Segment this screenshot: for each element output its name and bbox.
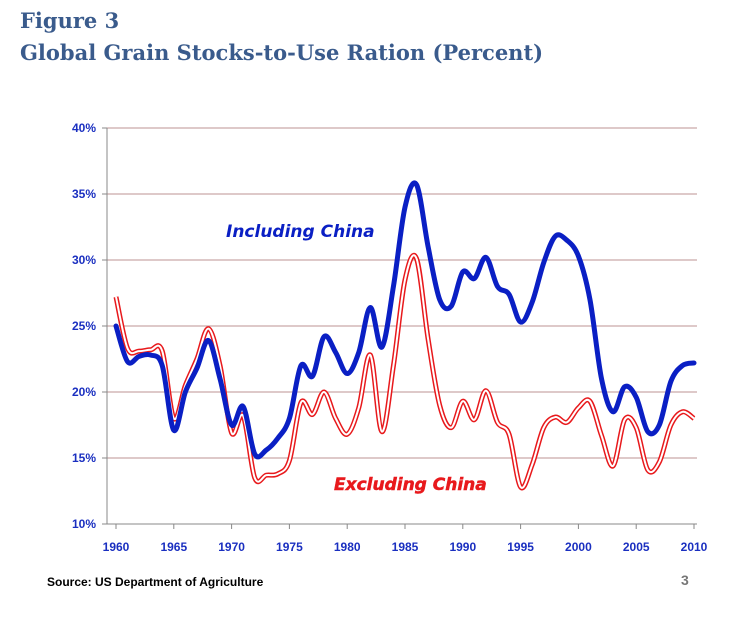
y-tick-label: 35% xyxy=(72,187,96,201)
y-tick-label: 30% xyxy=(72,253,96,267)
figure-label: Figure 3 xyxy=(20,8,120,33)
series-label-excluding-china: Excluding China xyxy=(334,475,487,495)
x-tick-label: 1975 xyxy=(276,540,303,554)
x-tick-label: 1970 xyxy=(218,540,245,554)
series-line-excluding-china-inner xyxy=(115,254,695,489)
x-tick-label: 2000 xyxy=(565,540,592,554)
page-number: 3 xyxy=(681,572,689,588)
y-tick-label: 40% xyxy=(72,121,96,135)
x-tick-label: 1985 xyxy=(392,540,419,554)
x-tick-label: 1960 xyxy=(103,540,130,554)
y-tick-label: 10% xyxy=(72,517,96,531)
y-tick-label: 15% xyxy=(72,451,96,465)
source-note: Source: US Department of Agriculture xyxy=(47,575,264,589)
y-tick-label: 25% xyxy=(72,319,96,333)
x-tick-label: 1965 xyxy=(160,540,187,554)
x-tick-label: 1990 xyxy=(449,540,476,554)
x-tick-label: 1995 xyxy=(507,540,534,554)
series-label-including-china: Including China xyxy=(226,222,375,242)
y-tick-label: 20% xyxy=(72,385,96,399)
x-tick-label: 2010 xyxy=(681,540,708,554)
series-line-including-china xyxy=(113,180,697,460)
x-tick-label: 2005 xyxy=(623,540,650,554)
x-tick-label: 1980 xyxy=(334,540,361,554)
chart-title: Global Grain Stocks-to-Use Ration (Perce… xyxy=(20,40,544,65)
